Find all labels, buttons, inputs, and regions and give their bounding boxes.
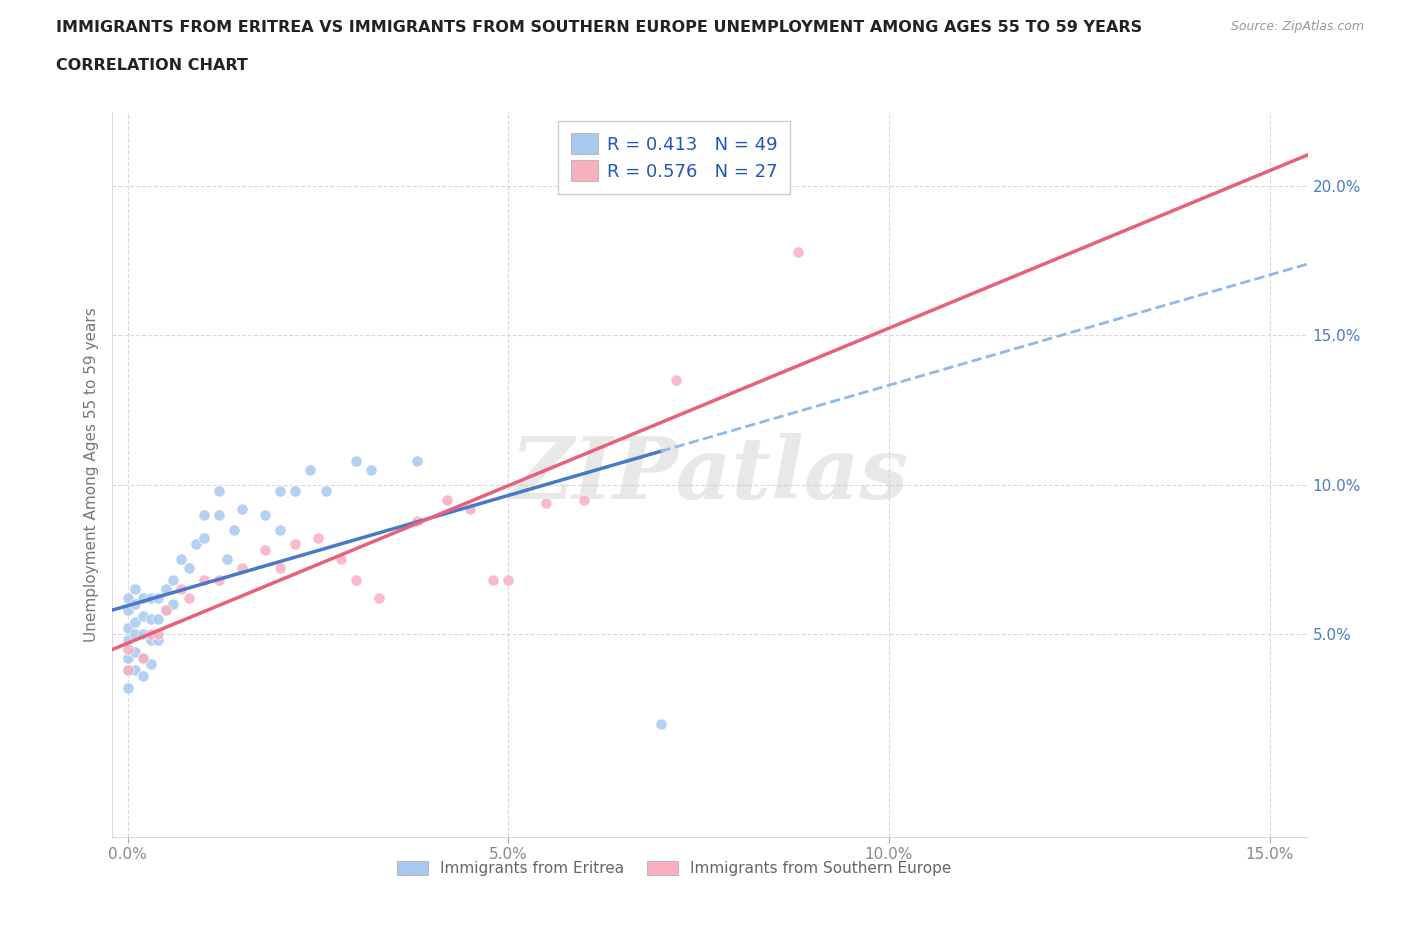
Text: CORRELATION CHART: CORRELATION CHART [56, 58, 247, 73]
Point [458, 501, 481, 516]
Point [215, 551, 238, 566]
Point [193, 531, 215, 546]
Point [124, 582, 146, 597]
Point [186, 537, 208, 551]
Point [117, 681, 139, 696]
Point [132, 650, 155, 665]
Point [139, 591, 162, 605]
Legend: Immigrants from Eritrea, Immigrants from Southern Europe: Immigrants from Eritrea, Immigrants from… [389, 854, 959, 883]
Point [117, 662, 139, 677]
Text: ZIPatlas: ZIPatlas [510, 432, 910, 516]
Point [208, 573, 231, 588]
Point [132, 608, 155, 623]
Point [124, 615, 146, 630]
Point [574, 492, 596, 507]
Point [146, 591, 169, 605]
Point [117, 603, 139, 618]
Point [117, 632, 139, 647]
Point [117, 591, 139, 605]
Point [307, 531, 329, 546]
Point [155, 603, 177, 618]
Point [162, 573, 184, 588]
Point [117, 662, 139, 677]
Point [139, 657, 162, 671]
Point [193, 507, 215, 522]
Point [269, 484, 291, 498]
Point [284, 537, 307, 551]
Point [786, 245, 808, 259]
Point [117, 620, 139, 635]
Point [170, 551, 193, 566]
Point [406, 513, 429, 528]
Point [146, 612, 169, 627]
Point [360, 462, 382, 477]
Point [124, 662, 146, 677]
Point [367, 591, 389, 605]
Point [231, 501, 253, 516]
Point [650, 716, 672, 731]
Point [124, 644, 146, 659]
Point [139, 632, 162, 647]
Y-axis label: Unemployment Among Ages 55 to 59 years: Unemployment Among Ages 55 to 59 years [83, 307, 98, 642]
Text: Source: ZipAtlas.com: Source: ZipAtlas.com [1230, 20, 1364, 33]
Point [132, 627, 155, 642]
Point [269, 522, 291, 537]
Point [482, 573, 505, 588]
Point [436, 492, 458, 507]
Point [269, 561, 291, 576]
Point [124, 597, 146, 612]
Point [253, 507, 276, 522]
Point [299, 462, 322, 477]
Point [132, 669, 155, 684]
Point [170, 582, 193, 597]
Point [177, 591, 200, 605]
Point [284, 484, 307, 498]
Point [117, 650, 139, 665]
Point [132, 591, 155, 605]
Point [406, 454, 429, 469]
Point [208, 507, 231, 522]
Point [146, 632, 169, 647]
Point [193, 573, 215, 588]
Point [132, 650, 155, 665]
Point [139, 627, 162, 642]
Point [155, 582, 177, 597]
Point [155, 603, 177, 618]
Point [315, 484, 337, 498]
Point [124, 627, 146, 642]
Point [146, 627, 169, 642]
Point [139, 612, 162, 627]
Point [231, 561, 253, 576]
Text: IMMIGRANTS FROM ERITREA VS IMMIGRANTS FROM SOUTHERN EUROPE UNEMPLOYMENT AMONG AG: IMMIGRANTS FROM ERITREA VS IMMIGRANTS FR… [56, 20, 1142, 35]
Point [498, 573, 520, 588]
Point [253, 543, 276, 558]
Point [344, 454, 367, 469]
Point [208, 484, 231, 498]
Point [536, 495, 558, 510]
Point [665, 373, 688, 388]
Point [162, 597, 184, 612]
Point [177, 561, 200, 576]
Point [117, 642, 139, 657]
Point [224, 522, 246, 537]
Point [329, 551, 352, 566]
Point [344, 573, 367, 588]
